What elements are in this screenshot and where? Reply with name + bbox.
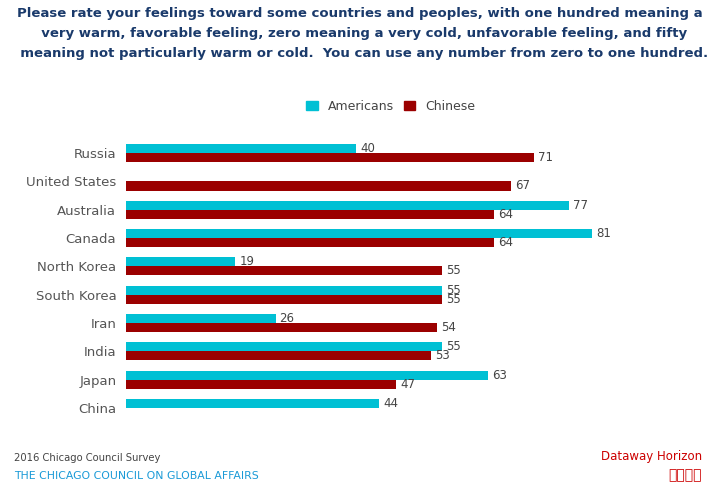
- Text: 55: 55: [446, 340, 461, 353]
- Text: 64: 64: [498, 236, 513, 249]
- Bar: [126, 294, 442, 304]
- Bar: [126, 201, 569, 210]
- Text: 40: 40: [360, 142, 375, 155]
- Text: 55: 55: [446, 265, 461, 277]
- Bar: [126, 144, 356, 153]
- Text: 19: 19: [239, 255, 254, 269]
- Text: meaning not particularly warm or cold.  You can use any number from zero to one : meaning not particularly warm or cold. Y…: [12, 47, 708, 60]
- Text: 2016 Chicago Council Survey: 2016 Chicago Council Survey: [14, 453, 161, 463]
- Bar: [126, 380, 396, 389]
- Bar: [126, 267, 442, 275]
- Text: 64: 64: [498, 208, 513, 221]
- Bar: [126, 153, 534, 162]
- Bar: [126, 257, 235, 267]
- Text: 53: 53: [435, 349, 450, 362]
- Bar: [126, 238, 494, 247]
- Bar: [126, 342, 442, 351]
- Bar: [126, 351, 431, 360]
- Legend: Americans, Chinese: Americans, Chinese: [306, 100, 475, 113]
- Text: 54: 54: [441, 321, 456, 334]
- Text: 63: 63: [492, 368, 508, 382]
- Text: 55: 55: [446, 284, 461, 296]
- Text: Please rate your feelings toward some countries and peoples, with one hundred me: Please rate your feelings toward some co…: [17, 7, 703, 21]
- Text: very warm, favorable feeling, zero meaning a very cold, unfavorable feeling, and: very warm, favorable feeling, zero meani…: [32, 27, 688, 40]
- Text: Dataway Horizon: Dataway Horizon: [601, 450, 702, 463]
- Bar: [126, 286, 442, 294]
- Bar: [126, 370, 488, 380]
- Bar: [126, 210, 494, 219]
- Bar: [126, 229, 592, 238]
- Text: 47: 47: [400, 378, 415, 391]
- Bar: [126, 314, 276, 323]
- Text: 71: 71: [539, 151, 554, 164]
- Bar: [126, 399, 379, 408]
- Text: THE CHICAGO COUNCIL ON GLOBAL AFFAIRS: THE CHICAGO COUNCIL ON GLOBAL AFFAIRS: [14, 471, 259, 481]
- Bar: [126, 323, 436, 332]
- Text: 26: 26: [279, 312, 294, 325]
- Text: 55: 55: [446, 293, 461, 306]
- Text: 77: 77: [573, 199, 588, 212]
- Text: 67: 67: [516, 179, 531, 193]
- Text: 81: 81: [596, 227, 611, 240]
- Bar: [126, 181, 511, 191]
- Text: 零点有数: 零点有数: [668, 468, 702, 483]
- Text: 44: 44: [383, 397, 398, 410]
